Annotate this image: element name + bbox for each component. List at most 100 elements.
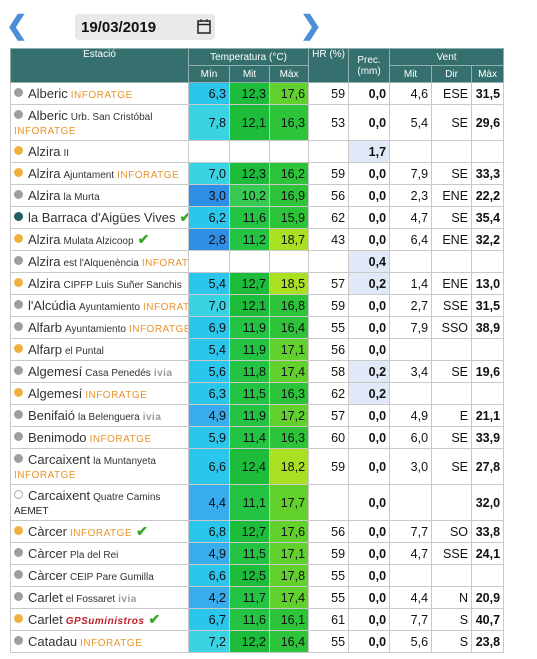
- value-cell: 16,3: [268, 382, 310, 405]
- station-name: Alberic: [28, 108, 68, 123]
- value-cell: 0,0: [348, 294, 391, 317]
- station-name: Càrcer: [28, 524, 68, 539]
- value-cell: [431, 382, 473, 405]
- station-row: Alzira Mulata Alzicoop ✔ 2,8 11,2 18,7 43 0,0 6,…: [10, 228, 505, 251]
- value-cell: 3,0: [389, 448, 433, 485]
- value-cell: 12,3: [229, 82, 270, 105]
- date: 19/03/2019: [81, 19, 157, 36]
- value-cell: 6,4: [389, 228, 433, 251]
- value-cell: 12,4: [229, 448, 270, 485]
- value-cell: [431, 250, 473, 273]
- value-cell: 11,4: [229, 426, 270, 449]
- value-cell: 59: [308, 542, 350, 565]
- station-cell: la Barraca d'Aigües Vives ✔: [10, 206, 189, 229]
- status-dot: [14, 212, 23, 221]
- status-dot: [14, 300, 23, 309]
- value-cell: 12,5: [229, 564, 270, 587]
- station-cell: Carcaixent Quatre Camins AEMET: [10, 484, 189, 521]
- value-cell: [308, 484, 350, 521]
- station-name: Alzira: [28, 254, 61, 269]
- value-cell: ENE: [431, 272, 473, 295]
- status-dot: [14, 490, 23, 499]
- station-table: Estació Temperatura (°C) HR (%) Prec. (m…: [10, 48, 505, 653]
- value-cell: 7,9: [389, 316, 433, 339]
- value-cell: S: [431, 608, 473, 631]
- value-cell: 4,2: [188, 586, 230, 609]
- station-row: Carlet GPSuministros ✔ 6,7 11,6 16,1 61 0,0 7,7 S…: [10, 608, 505, 631]
- value-cell: 6,3: [188, 82, 230, 105]
- station-place: Quatre Camins: [93, 492, 161, 503]
- value-cell: [431, 564, 473, 587]
- previous-day[interactable]: ❮: [6, 10, 28, 40]
- value-cell: 57: [308, 272, 350, 295]
- status-dot: [14, 278, 23, 287]
- value-cell: 4,9: [188, 404, 230, 427]
- header-wind: Vent: [389, 48, 505, 66]
- value-cell: 0,0: [348, 630, 391, 653]
- header-temperature: Temperatura (°C): [187, 48, 310, 66]
- value-cell: 59: [308, 294, 350, 317]
- value-cell: 5,6: [389, 630, 433, 653]
- value-cell: 55: [308, 630, 350, 653]
- value-cell: 43: [308, 228, 350, 251]
- value-cell: 0,0: [348, 82, 391, 105]
- value-cell: 11,6: [229, 206, 270, 229]
- station-row: Algemesí INFORATGE 6,3 11,5 16,3 62 0,2: [10, 382, 505, 405]
- station-name: Alzira: [28, 188, 61, 203]
- date-input[interactable]: 19/03/2019: [75, 14, 215, 40]
- value-cell: [308, 140, 350, 163]
- value-cell: SSE: [431, 294, 473, 317]
- value-cell: 12,1: [229, 104, 270, 141]
- value-cell: SE: [431, 104, 473, 141]
- value-cell: 17,4: [268, 586, 310, 609]
- value-cell: 0,2: [348, 382, 391, 405]
- value-cell: [471, 338, 505, 361]
- value-cell: 10,2: [229, 184, 270, 207]
- value-cell: [389, 484, 433, 521]
- value-cell: [188, 140, 230, 163]
- station-row: Carcaixent la Muntanyeta INFORATGE 6,6 12,4 1…: [10, 448, 505, 485]
- calendar-icon[interactable]: [197, 19, 211, 34]
- station-network: INFORATGE: [85, 390, 148, 401]
- value-cell: 61: [308, 608, 350, 631]
- station-row: l'AlcúdiaAyuntamientoINFORATGE7,012,116,…: [10, 294, 505, 317]
- value-cell: 24,1: [471, 542, 505, 565]
- value-cell: 55: [308, 586, 350, 609]
- value-cell: 19,6: [471, 360, 505, 383]
- station-name: Càrcer: [28, 568, 68, 583]
- status-dot: [14, 614, 23, 623]
- value-cell: [471, 382, 505, 405]
- station-row: Carlet el Fossaret ivia 4,2 11,7 17,4 55 0,0 4,4…: [10, 586, 505, 609]
- station-network: INFORATGE: [142, 302, 188, 313]
- station-cell: Alfarb Ayuntamiento INFORATGE: [10, 316, 189, 339]
- station-row: Alberic INFORATGE 6,3 12,3 17,6 59 0,0 4,6 ESE 31…: [10, 82, 505, 105]
- header-precipitation: Prec. (mm): [348, 48, 391, 83]
- value-cell: 17,6: [268, 82, 310, 105]
- station-cell: Alzira Mulata Alzicoop ✔: [10, 228, 189, 251]
- station-cell: Alzira II: [10, 140, 189, 163]
- next-day[interactable]: ❯: [300, 10, 322, 40]
- value-cell: [389, 338, 433, 361]
- station-network: GPSuministros: [65, 616, 145, 627]
- value-cell: 6,6: [188, 448, 230, 485]
- value-cell: 16,8: [268, 294, 310, 317]
- station-cell: Carlet el Fossaret ivia: [10, 586, 189, 609]
- value-cell: 12,1: [229, 294, 270, 317]
- value-cell: 0,0: [348, 586, 391, 609]
- value-cell: 2,3: [389, 184, 433, 207]
- station-place: CEIP Pare Gumilla: [70, 572, 154, 583]
- value-cell: 0,0: [348, 484, 391, 521]
- value-cell: 55: [308, 316, 350, 339]
- station-network: INFORATGE: [128, 324, 189, 335]
- value-cell: 16,4: [268, 630, 310, 653]
- value-cell: 60: [308, 426, 350, 449]
- station-network: ivia: [153, 368, 173, 379]
- station-network: ivia: [142, 412, 162, 423]
- station-place: Ayuntamiento: [64, 324, 126, 335]
- status-dot: [14, 570, 23, 579]
- status-dot: [14, 454, 23, 463]
- value-cell: [268, 140, 310, 163]
- station-cell: Benifaió la Belenguera ivia: [10, 404, 189, 427]
- value-cell: 16,3: [268, 426, 310, 449]
- value-cell: 33,9: [471, 426, 505, 449]
